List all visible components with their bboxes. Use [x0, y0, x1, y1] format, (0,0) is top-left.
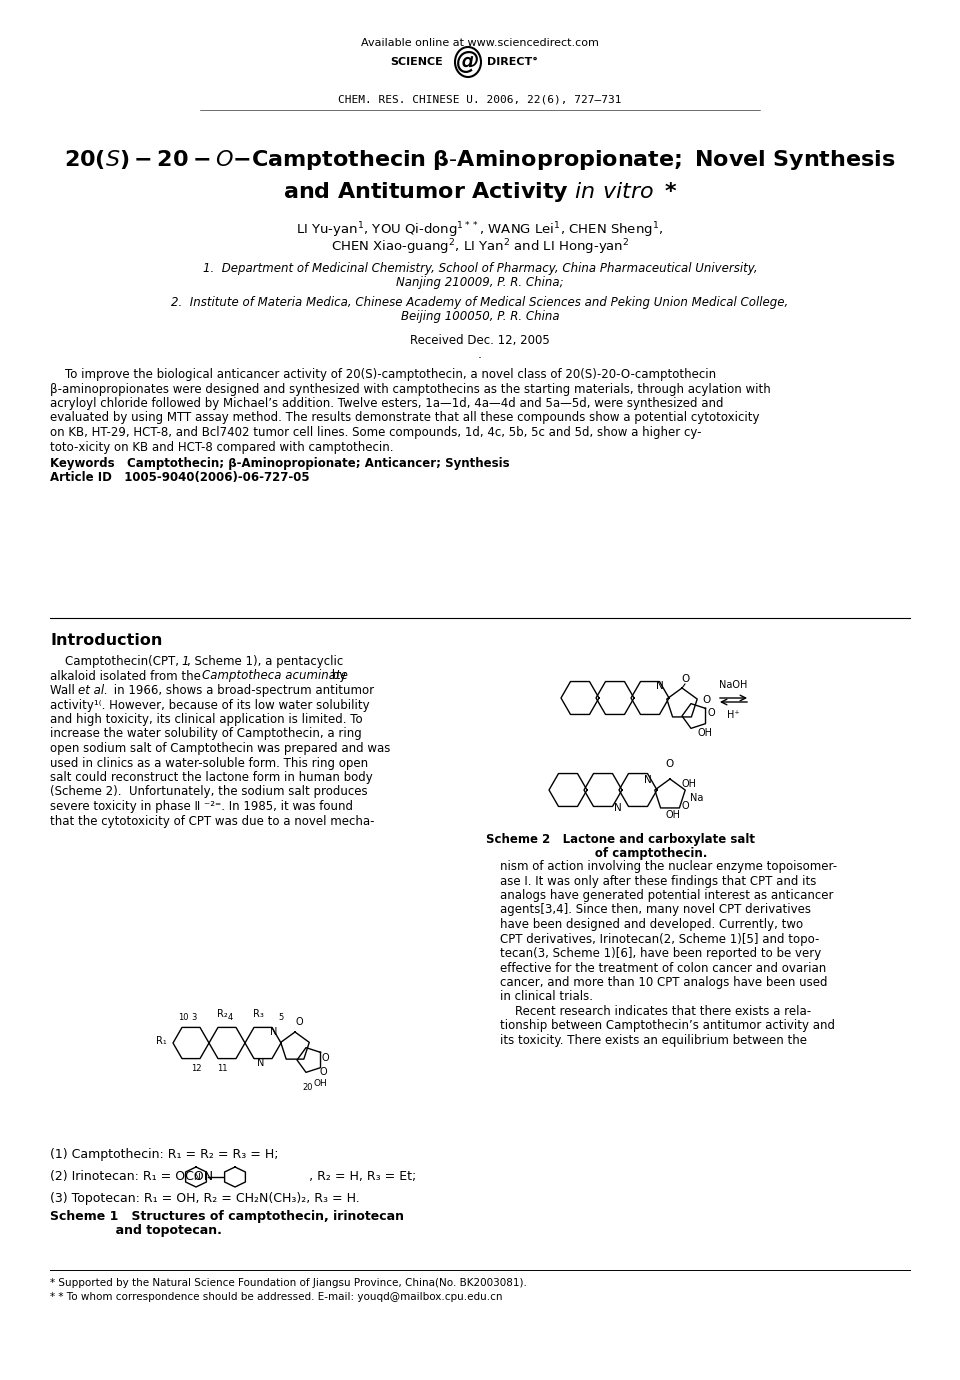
Text: CHEN Xiao-guang$^2$, LI Yan$^2$ and LI Hong-yan$^2$: CHEN Xiao-guang$^2$, LI Yan$^2$ and LI H… [331, 237, 629, 257]
Text: agents[3,4]. Since then, many novel CPT derivatives: agents[3,4]. Since then, many novel CPT … [500, 904, 811, 916]
Text: H⁺: H⁺ [727, 709, 740, 720]
Text: OH: OH [682, 778, 697, 789]
Text: (1) Camptothecin: R₁ = R₂ = R₃ = H;: (1) Camptothecin: R₁ = R₂ = R₃ = H; [50, 1148, 278, 1161]
Text: tionship between Camptothecin’s antitumor activity and: tionship between Camptothecin’s antitumo… [500, 1020, 835, 1032]
Text: N: N [271, 1027, 277, 1036]
Text: on KB, HT-29, HCT-8, and Bcl7402 tumor cell lines. Some compounds, 1d, 4c, 5b, 5: on KB, HT-29, HCT-8, and Bcl7402 tumor c… [50, 426, 702, 439]
Text: $\bf{and\ Antitumor\ Activity\ }$$\mathbf{\it{in\ vitro}}$$\bf{\ *}$: $\bf{and\ Antitumor\ Activity\ }$$\mathb… [282, 179, 678, 204]
Text: , Scheme 1), a pentacyclic: , Scheme 1), a pentacyclic [187, 656, 344, 668]
Text: N: N [614, 803, 622, 813]
Text: and topotecan.: and topotecan. [50, 1224, 222, 1236]
Text: * * To whom correspondence should be addressed. E-mail: youqd@mailbox.cpu.edu.cn: * * To whom correspondence should be add… [50, 1292, 502, 1301]
Text: DIRECT°: DIRECT° [487, 57, 538, 68]
Text: 3: 3 [191, 1013, 197, 1023]
Text: (2) Irinotecan: R₁ = OCON                        , R₂ = H, R₃ = Et;: (2) Irinotecan: R₁ = OCON , R₂ = H, R₃ =… [50, 1170, 417, 1183]
Text: effective for the treatment of colon cancer and ovarian: effective for the treatment of colon can… [500, 962, 827, 974]
Text: Article ID   1005-9040(2006)-06-727-05: Article ID 1005-9040(2006)-06-727-05 [50, 471, 310, 484]
Text: 10: 10 [178, 1013, 188, 1023]
Text: Camptotheca acuminate: Camptotheca acuminate [202, 669, 348, 683]
Text: CHEM. RES. CHINESE U. 2006, 22(6), 727—731: CHEM. RES. CHINESE U. 2006, 22(6), 727—7… [338, 95, 622, 105]
Text: Received Dec. 12, 2005: Received Dec. 12, 2005 [410, 334, 550, 346]
Text: Nanjing 210009, P. R. China;: Nanjing 210009, P. R. China; [396, 276, 564, 288]
Text: that the cytotoxicity of CPT was due to a novel mecha-: that the cytotoxicity of CPT was due to … [50, 814, 374, 828]
Text: activity¹⁽. However, because of its low water solubility: activity¹⁽. However, because of its low … [50, 698, 370, 712]
Text: Scheme 1   Structures of camptothecin, irinotecan: Scheme 1 Structures of camptothecin, iri… [50, 1210, 404, 1223]
Text: alkaloid isolated from the: alkaloid isolated from the [50, 669, 204, 683]
Text: N: N [193, 1173, 200, 1181]
Text: toto-xicity on KB and HCT-8 compared with camptothecin.: toto-xicity on KB and HCT-8 compared wit… [50, 440, 394, 454]
Text: severe toxicity in phase Ⅱ ⁻²⁼. In 1985, it was found: severe toxicity in phase Ⅱ ⁻²⁼. In 1985,… [50, 800, 353, 813]
Text: Recent research indicates that there exists a rela-: Recent research indicates that there exi… [500, 1005, 811, 1018]
Text: N: N [644, 776, 652, 785]
Text: et al.: et al. [78, 684, 108, 697]
Text: β-aminopropionates were designed and synthesized with camptothecins as the start: β-aminopropionates were designed and syn… [50, 382, 771, 396]
Text: analogs have generated potential interest as anticancer: analogs have generated potential interes… [500, 889, 833, 903]
Text: @: @ [456, 50, 480, 75]
Text: ·: · [478, 352, 482, 364]
Text: its toxicity. There exists an equilibrium between the: its toxicity. There exists an equilibriu… [500, 1034, 807, 1047]
Text: OH: OH [314, 1079, 327, 1089]
Text: 1.  Department of Medicinal Chemistry, School of Pharmacy, China Pharmaceutical : 1. Department of Medicinal Chemistry, Sc… [203, 262, 757, 275]
Text: 20: 20 [302, 1083, 313, 1092]
Text: R₁: R₁ [156, 1036, 167, 1046]
Text: Introduction: Introduction [50, 633, 162, 649]
Text: R₃: R₃ [252, 1009, 263, 1018]
Text: O: O [666, 759, 674, 769]
Text: 1: 1 [181, 656, 188, 668]
Text: SCIENCE: SCIENCE [390, 57, 443, 68]
Text: O: O [320, 1067, 327, 1076]
Text: (Scheme 2).  Unfortunately, the sodium salt produces: (Scheme 2). Unfortunately, the sodium sa… [50, 785, 368, 799]
Text: O: O [708, 708, 715, 718]
Text: used in clinics as a water-soluble form. This ring open: used in clinics as a water-soluble form.… [50, 756, 368, 770]
Text: O: O [682, 800, 689, 811]
Text: Na: Na [690, 793, 704, 803]
Text: in 1966, shows a broad-spectrum antitumor: in 1966, shows a broad-spectrum antitumo… [110, 684, 374, 697]
Text: acryloyl chloride followed by Michael’s addition. Twelve esters, 1a—1d, 4a—4d an: acryloyl chloride followed by Michael’s … [50, 397, 724, 410]
Text: 5: 5 [278, 1013, 283, 1023]
Text: 4: 4 [228, 1013, 232, 1023]
Text: (3) Topotecan: R₁ = OH, R₂ = CH₂N(CH₃)₂, R₃ = H.: (3) Topotecan: R₁ = OH, R₂ = CH₂N(CH₃)₂,… [50, 1192, 360, 1205]
Text: salt could reconstruct the lactone form in human body: salt could reconstruct the lactone form … [50, 771, 372, 784]
Text: LI Yu-yan$^1$, YOU Qi-dong$^{1**}$, WANG Lei$^1$, CHEN Sheng$^1$,: LI Yu-yan$^1$, YOU Qi-dong$^{1**}$, WANG… [297, 219, 663, 240]
Text: Beijing 100050, P. R. China: Beijing 100050, P. R. China [400, 310, 560, 323]
Text: O: O [295, 1017, 302, 1027]
Text: Wall: Wall [50, 684, 79, 697]
Text: CPT derivatives, Irinotecan(2, Scheme 1)[5] and topo-: CPT derivatives, Irinotecan(2, Scheme 1)… [500, 933, 820, 945]
Text: Camptothecin(CPT,: Camptothecin(CPT, [50, 656, 182, 668]
Text: cancer, and more than 10 CPT analogs have been used: cancer, and more than 10 CPT analogs hav… [500, 976, 828, 989]
Text: OH: OH [698, 729, 713, 738]
Text: R₂: R₂ [217, 1009, 228, 1018]
Text: ase Ⅰ. It was only after these findings that CPT and its: ase Ⅰ. It was only after these findings … [500, 875, 816, 887]
Text: 2.  Institute of Materia Medica, Chinese Academy of Medical Sciences and Peking : 2. Institute of Materia Medica, Chinese … [172, 295, 788, 309]
Text: OH: OH [665, 810, 680, 820]
Text: of camptothecin.: of camptothecin. [533, 847, 708, 860]
Text: nism of action involving the nuclear enzyme topoisomer-: nism of action involving the nuclear enz… [500, 860, 837, 874]
Text: NaOH: NaOH [719, 680, 748, 690]
Text: evaluated by using MTT assay method. The results demonstrate that all these comp: evaluated by using MTT assay method. The… [50, 411, 759, 425]
Text: by: by [328, 669, 347, 683]
Text: open sodium salt of Camptothecin was prepared and was: open sodium salt of Camptothecin was pre… [50, 742, 391, 755]
Text: N: N [257, 1058, 265, 1068]
Text: O: O [702, 696, 710, 705]
Text: N: N [656, 680, 664, 691]
Text: increase the water solubility of Camptothecin, a ring: increase the water solubility of Camptot… [50, 727, 362, 741]
Text: O: O [681, 673, 689, 684]
Text: 11: 11 [217, 1064, 228, 1074]
Text: $\bf{20(}$$\mathbf{\it{S}}$$\bf{) -20-}$$\mathbf{\it{O}}$$\bf{-Camptothecin\ \be: $\bf{20(}$$\mathbf{\it{S}}$$\bf{) -20-}$… [64, 148, 896, 172]
Text: Keywords   Camptothecin; β-Aminopropionate; Anticancer; Synthesis: Keywords Camptothecin; β-Aminopropionate… [50, 457, 510, 471]
Text: 12: 12 [191, 1064, 202, 1074]
Text: * Supported by the Natural Science Foundation of Jiangsu Province, China(No. BK2: * Supported by the Natural Science Found… [50, 1278, 527, 1288]
Text: have been designed and developed. Currently, two: have been designed and developed. Curren… [500, 918, 804, 932]
Text: Available online at www.sciencedirect.com: Available online at www.sciencedirect.co… [361, 39, 599, 48]
Text: Scheme 2   Lactone and carboxylate salt: Scheme 2 Lactone and carboxylate salt [486, 834, 755, 846]
Text: O: O [322, 1053, 329, 1063]
Text: and high toxicity, its clinical application is limited. To: and high toxicity, its clinical applicat… [50, 713, 363, 726]
Text: tecan(3, Scheme 1)[6], have been reported to be very: tecan(3, Scheme 1)[6], have been reporte… [500, 947, 821, 960]
Text: in clinical trials.: in clinical trials. [500, 991, 593, 1003]
Text: To improve the biological anticancer activity of 20(S)-camptothecin, a novel cla: To improve the biological anticancer act… [50, 368, 716, 381]
